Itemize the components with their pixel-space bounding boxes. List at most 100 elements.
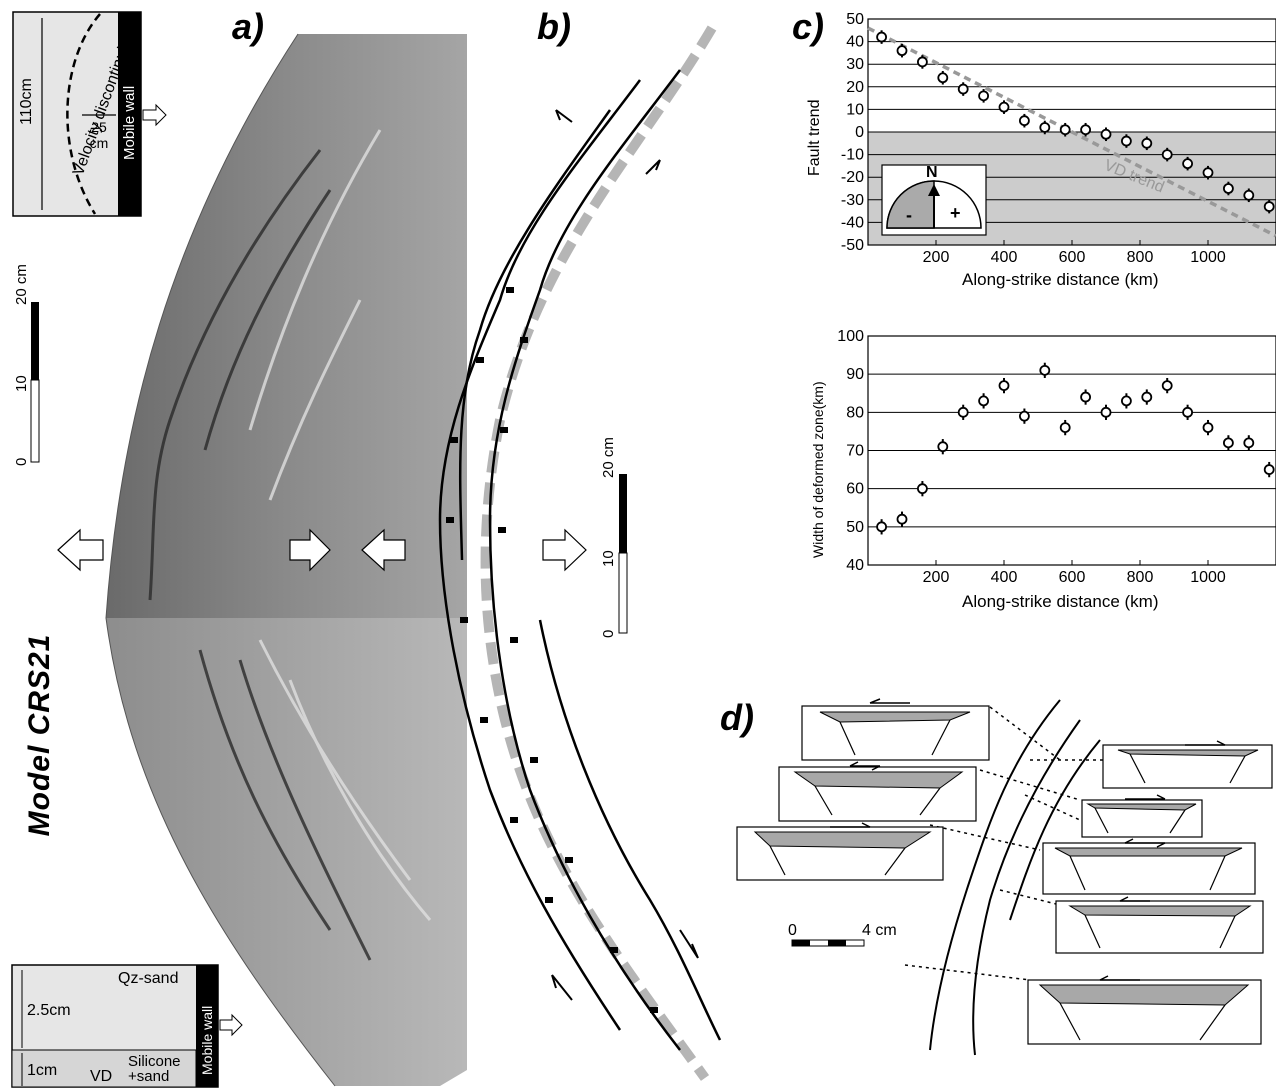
data-point <box>896 45 908 57</box>
data-point <box>1263 464 1275 475</box>
data-point <box>1223 437 1234 449</box>
data-point <box>1039 122 1051 133</box>
offset-label: 25 cm <box>89 119 109 151</box>
x-tick-label: 1000 <box>1190 569 1226 586</box>
chart1-xlabel: Along-strike distance (km) <box>962 270 1159 289</box>
y-tick-label: 30 <box>846 56 864 73</box>
x-tick-label: 800 <box>1127 249 1154 266</box>
data-point <box>998 380 1010 392</box>
chart1-ylabel: Fault trend <box>806 99 823 176</box>
data-point <box>1059 124 1071 136</box>
x-tick-label: 400 <box>991 249 1018 266</box>
data-point <box>1182 158 1193 170</box>
data-point <box>1202 167 1214 179</box>
data-point <box>1121 395 1132 407</box>
data-point <box>1080 391 1091 403</box>
x-tick-label: 200 <box>923 249 950 266</box>
data-point <box>1161 380 1173 392</box>
x-tick-label: 1000 <box>1190 249 1226 266</box>
data-point <box>957 83 969 95</box>
scale-a-zero-label: 0 <box>13 457 30 466</box>
y-tick-label: -10 <box>841 147 864 164</box>
scale-a-top-label: 20 cm <box>13 264 30 305</box>
chart2-ylabel: Width of deformed zone(km) <box>810 381 826 558</box>
y-tick-label: 50 <box>846 519 864 536</box>
data-point <box>1019 410 1030 422</box>
data-point <box>876 521 887 533</box>
plot-frame <box>867 335 1276 566</box>
chart2-xlabel: Along-strike distance (km) <box>962 592 1159 611</box>
setup-height-label: 110cm <box>18 78 35 125</box>
y-tick-label: -40 <box>841 214 864 231</box>
data-point <box>978 395 989 407</box>
y-tick-label: 90 <box>846 366 864 383</box>
data-point <box>978 90 989 102</box>
y-tick-label: 60 <box>846 481 864 498</box>
silicone-label: Silicone +sand <box>128 1053 181 1085</box>
data-point <box>917 483 928 495</box>
panel-c-label: c) <box>792 6 825 47</box>
data-point <box>1141 391 1153 403</box>
plot-frame <box>867 18 1276 246</box>
data-point <box>957 406 969 418</box>
scale-b-top-label: 20 cm <box>600 437 617 478</box>
panel-d-label: d) <box>720 697 754 738</box>
panel-b-label: b) <box>537 6 571 47</box>
x-tick-label: 600 <box>1059 249 1086 266</box>
data-point <box>1202 422 1214 434</box>
data-point <box>1121 135 1132 147</box>
data-point <box>1243 437 1255 449</box>
mobile-wall-top-label: Mobile wall <box>121 85 138 160</box>
width-chart: 100 90 80 70 60 50 40 200 400 600 800 1000 <box>837 328 1276 586</box>
data-point <box>917 56 928 68</box>
compass-neg-label: - <box>906 205 912 225</box>
scale-b-mid-label: 10 <box>600 550 617 567</box>
data-point <box>998 101 1010 113</box>
y-tick-label: -20 <box>841 169 864 186</box>
x-tick-label: 400 <box>991 569 1018 586</box>
data-point <box>1141 137 1153 149</box>
data-point <box>1080 124 1091 136</box>
y-tick-label: 20 <box>846 79 864 96</box>
sand-label: Qz-sand <box>118 970 179 987</box>
y-tick-label: 40 <box>846 34 864 51</box>
data-point <box>896 513 908 525</box>
data-point <box>1100 128 1112 140</box>
model-title: Model CRS21 <box>23 633 56 837</box>
compass-pos-label: + <box>950 203 961 223</box>
model-photo-bottom <box>106 618 467 1086</box>
x-tick-label: 600 <box>1059 569 1086 586</box>
data-point <box>1059 422 1071 434</box>
fault-trend-chart: 50 40 30 20 10 0 -10 -20 -30 -40 -50 200 400 600 800 10… <box>841 11 1276 266</box>
y-tick-label: 100 <box>837 328 864 345</box>
scale-b-zero-label: 0 <box>600 629 617 638</box>
vd-trend-line <box>867 26 1276 238</box>
data-point <box>1100 406 1112 418</box>
data-point <box>1019 115 1030 127</box>
vd-trend-line-b <box>480 25 717 1081</box>
y-tick-label: 0 <box>855 124 864 141</box>
y-tick-label: 80 <box>846 404 864 421</box>
scale-d-start: 0 <box>788 922 797 939</box>
y-tick-label: -50 <box>841 237 864 254</box>
vd-label: VD <box>90 1068 113 1085</box>
scale-a-mid-label: 10 <box>13 375 30 392</box>
scale-d-end: 4 cm <box>862 922 897 939</box>
sand-thickness-label: 2.5cm <box>27 1002 71 1019</box>
data-point <box>1223 183 1234 194</box>
data-point <box>937 441 949 453</box>
data-point <box>937 72 949 84</box>
data-point <box>1182 406 1193 418</box>
silicone-thickness-label: 1cm <box>27 1062 58 1079</box>
data-point <box>1263 201 1275 212</box>
compass-north-label: N <box>926 164 938 181</box>
data-point <box>1039 364 1051 376</box>
x-tick-label: 800 <box>1127 569 1154 586</box>
data-point <box>1161 149 1173 161</box>
x-tick-label: 200 <box>923 569 950 586</box>
y-tick-label: 40 <box>846 557 864 574</box>
y-tick-label: 70 <box>846 443 864 460</box>
data-point <box>876 31 887 43</box>
y-tick-label: -30 <box>841 192 864 209</box>
